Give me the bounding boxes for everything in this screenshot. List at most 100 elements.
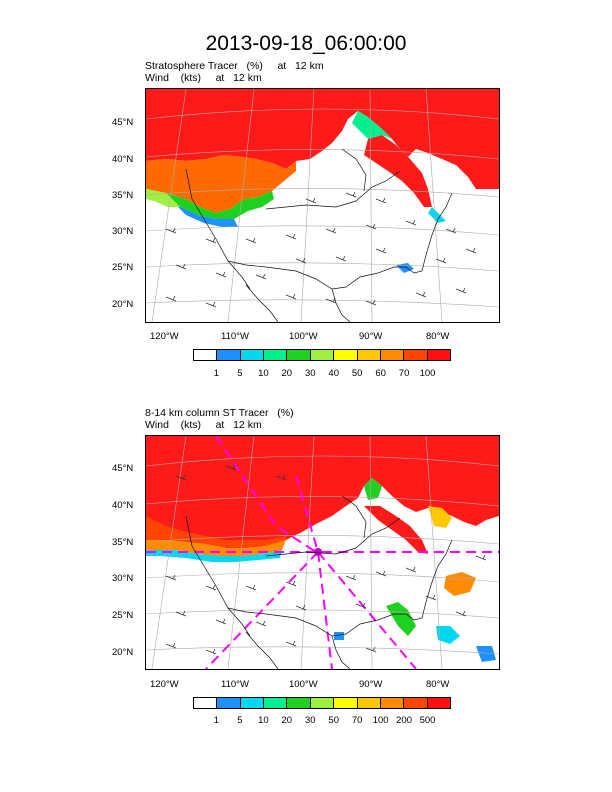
- panel1-map: [145, 88, 500, 323]
- main-title: 2013-09-18_06:00:00: [205, 32, 407, 55]
- legend-label: 10: [258, 715, 269, 726]
- legend-swatch: [310, 698, 335, 708]
- panel1-map-svg: [146, 89, 499, 322]
- tracer-region-cyan: [352, 111, 392, 139]
- panel1-lat-label: 30°N: [112, 226, 134, 237]
- panel2-map: [145, 435, 500, 670]
- legend-swatch: [217, 350, 241, 360]
- panel2-lat-label: 25°N: [112, 610, 134, 621]
- legend-swatch: [404, 698, 428, 708]
- panel1-lon-label: 100°W: [289, 331, 318, 342]
- panel2-lat-label: 30°N: [112, 573, 134, 584]
- tracer-region-lightgreen: [146, 189, 180, 207]
- legend-swatch: [334, 698, 358, 708]
- panel1-lon-label: 80°W: [426, 331, 450, 342]
- tracer-region-red: [146, 89, 499, 189]
- legend-swatch: [287, 350, 311, 360]
- panel2-lat-label: 35°N: [112, 537, 134, 548]
- legend-label: 5: [237, 715, 243, 726]
- legend-swatch: [427, 350, 450, 360]
- legend-swatch: [310, 350, 335, 360]
- legend-label: 100: [419, 368, 436, 379]
- wind-barbs: [165, 191, 477, 308]
- panel1-lon-label: 90°W: [359, 331, 383, 342]
- panel2-lat-label: 45°N: [112, 463, 134, 474]
- tracer-region-orange: [146, 516, 286, 548]
- legend-label: 30: [304, 368, 316, 379]
- legend-label: 1: [213, 368, 220, 379]
- panel1-legend-labels: 1 5 10 20 30 40 50 60 70 100: [193, 368, 451, 380]
- wind-barbs: [165, 464, 487, 655]
- panel1-subtitle-2: Wind (kts) at 12 km: [145, 72, 262, 84]
- tracer-region-yellow: [428, 506, 452, 528]
- legend-swatch: [240, 350, 265, 360]
- panel2-subtitle-2: Wind (kts) at 12 km: [145, 419, 262, 431]
- tracer-region-green: [166, 191, 274, 219]
- trajectory-lines: [146, 436, 499, 669]
- legend-swatch: [427, 698, 450, 708]
- panel2-lat-label: 40°N: [112, 500, 134, 511]
- tracer-region-orange: [146, 155, 296, 213]
- legend-swatch: [287, 698, 311, 708]
- panel2-lon-label: 120°W: [150, 679, 179, 690]
- legend-swatch: [264, 350, 288, 360]
- panel1-lat-label: 20°N: [112, 299, 134, 310]
- legend-swatch: [194, 350, 218, 360]
- tracer-east-lobe: [364, 506, 428, 554]
- panel2-lon-label: 80°W: [426, 679, 450, 690]
- tracer-patch-east: [476, 646, 496, 662]
- legend-label: 50: [351, 368, 363, 379]
- tracer-patch-small: [334, 632, 344, 640]
- legend-label: 40: [328, 368, 340, 379]
- legend-swatch: [217, 698, 241, 708]
- legend-label: 50: [328, 715, 340, 726]
- legend-label: 20: [281, 368, 293, 379]
- legend-label: 100: [372, 715, 389, 726]
- legend-swatch: [380, 350, 405, 360]
- legend-label: 10: [258, 368, 269, 379]
- panel2-legend-labels: 1 5 10 20 30 50 70 100 200 500: [193, 715, 451, 727]
- trajectory-origin-marker: [314, 548, 322, 556]
- legend-swatch: [334, 350, 358, 360]
- legend-swatch: [194, 698, 218, 708]
- panel2-lat-label: 20°N: [112, 647, 134, 658]
- panel1-lat-label: 40°N: [112, 154, 134, 165]
- legend-label: 20: [281, 715, 293, 726]
- legend-label: 70: [398, 368, 410, 379]
- panel1-lat-label: 25°N: [112, 262, 134, 273]
- panel2-legend-bar: [193, 697, 451, 709]
- panel1-subtitle-1: Stratosphere Tracer (%) at 12 km: [145, 60, 324, 72]
- legend-label: 200: [396, 715, 413, 726]
- tracer-region-teal: [428, 207, 446, 223]
- legend-swatch: [404, 350, 428, 360]
- legend-label: 70: [351, 715, 363, 726]
- tracer-east-lobe: [364, 135, 432, 207]
- graticule: [146, 89, 499, 322]
- legend-swatch: [264, 698, 288, 708]
- panel1-lat-label: 45°N: [112, 117, 134, 128]
- panel2-lon-label: 90°W: [359, 679, 383, 690]
- legend-label: 1: [213, 715, 220, 726]
- graticule: [146, 436, 499, 669]
- panel1-legend-bar: [193, 349, 451, 361]
- legend-swatch: [380, 698, 405, 708]
- legend-label: 60: [375, 368, 386, 379]
- legend-swatch: [357, 698, 381, 708]
- coastlines: [185, 495, 453, 669]
- panel2-subtitle-1: 8-14 km column ST Tracer (%): [145, 407, 294, 419]
- legend-label: 5: [237, 368, 243, 379]
- panel1-lon-label: 110°W: [221, 331, 249, 342]
- panel2-lon-label: 100°W: [289, 679, 318, 690]
- tracer-region-green: [364, 478, 382, 500]
- legend-swatch: [357, 350, 381, 360]
- panel1-lat-label: 35°N: [112, 190, 134, 201]
- panel2-lon-label: 110°W: [221, 679, 249, 690]
- legend-label: 30: [304, 715, 316, 726]
- panel1-lon-label: 120°W: [150, 331, 179, 342]
- tracer-patch-gulf: [386, 602, 416, 636]
- coastlines: [185, 148, 453, 322]
- panel2-map-svg: [146, 436, 499, 669]
- legend-label: 500: [419, 715, 436, 726]
- legend-swatch: [240, 698, 265, 708]
- tracer-region-blue: [176, 205, 238, 227]
